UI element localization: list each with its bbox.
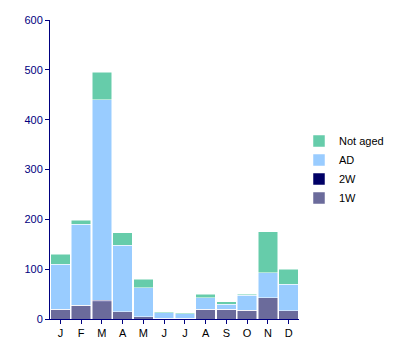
svg-text:A: A [202,327,210,339]
svg-text:F: F [78,327,85,339]
svg-text:200: 200 [24,213,42,225]
svg-text:AD: AD [339,154,354,166]
svg-text:500: 500 [24,64,42,76]
svg-text:A: A [119,327,127,339]
svg-text:300: 300 [24,163,42,175]
svg-text:2W: 2W [339,173,356,185]
svg-text:1W: 1W [339,192,356,204]
svg-text:600: 600 [24,14,42,26]
svg-text:O: O [243,327,252,339]
svg-text:400: 400 [24,114,42,126]
svg-text:Not aged: Not aged [339,135,384,147]
svg-text:M: M [97,327,106,339]
svg-text:D: D [285,327,293,339]
svg-text:J: J [58,327,64,339]
svg-text:100: 100 [24,263,42,275]
svg-text:J: J [182,327,188,339]
svg-text:N: N [264,327,272,339]
svg-text:J: J [161,327,167,339]
svg-text:S: S [223,327,230,339]
svg-text:0: 0 [37,313,43,325]
svg-text:M: M [139,327,148,339]
